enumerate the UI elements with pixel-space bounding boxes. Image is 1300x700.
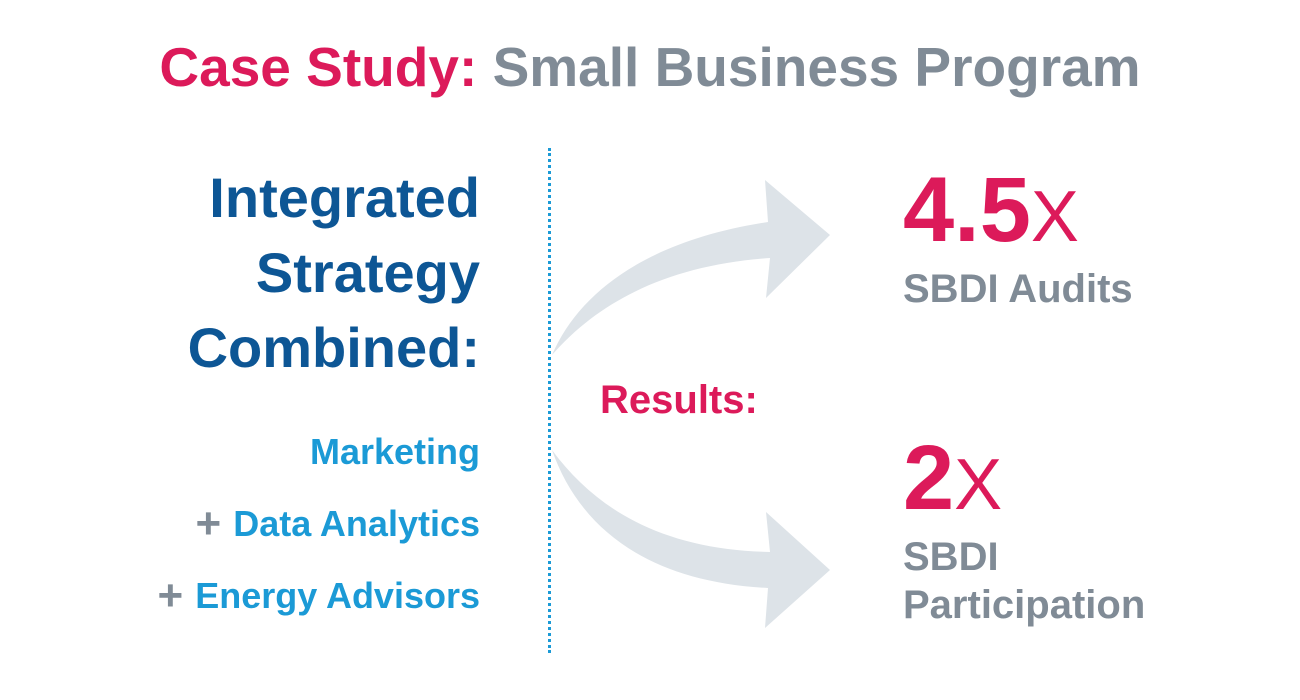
strategy-line-1: Integrated bbox=[209, 166, 480, 229]
metric-suffix: X bbox=[954, 445, 1003, 525]
strategy-line-3: Combined: bbox=[187, 316, 480, 379]
metric-suffix: X bbox=[1030, 177, 1079, 257]
component-label: Energy Advisors bbox=[195, 575, 480, 616]
plus-icon: + bbox=[195, 499, 222, 548]
dotted-divider bbox=[548, 148, 551, 653]
plus-icon: + bbox=[157, 571, 184, 620]
arrow-down-icon bbox=[552, 450, 830, 628]
metric-number: 2 bbox=[903, 427, 955, 529]
strategy-components: Marketing + Data Analytics + Energy Adviso… bbox=[158, 416, 480, 632]
component-label: Data Analytics bbox=[233, 503, 480, 544]
results-label: Results: bbox=[600, 378, 758, 422]
component-item: + Data Analytics bbox=[158, 488, 480, 560]
metric-participation: 2X SBDI Participation bbox=[903, 430, 1223, 629]
title-rest: Small Business Program bbox=[492, 36, 1141, 98]
arrow-up-icon bbox=[552, 180, 830, 355]
metric-audits: 4.5X SBDI Audits bbox=[903, 162, 1133, 313]
strategy-heading: Integrated Strategy Combined: bbox=[188, 160, 480, 385]
component-item: + Energy Advisors bbox=[158, 560, 480, 632]
metric-value: 4.5X bbox=[903, 162, 1133, 265]
arrows-graphic bbox=[552, 180, 830, 628]
component-label: Marketing bbox=[309, 431, 480, 472]
strategy-line-2: Strategy bbox=[255, 241, 480, 304]
title-accent: Case Study: bbox=[159, 36, 478, 98]
metric-label: SBDI Audits bbox=[903, 267, 1133, 311]
page-title: Case Study: Small Business Program bbox=[0, 36, 1300, 98]
component-item: Marketing bbox=[158, 416, 480, 488]
metric-number: 4.5 bbox=[903, 159, 1031, 261]
metric-label: SBDI Participation bbox=[903, 535, 1146, 627]
metric-value: 2X bbox=[903, 430, 1223, 533]
